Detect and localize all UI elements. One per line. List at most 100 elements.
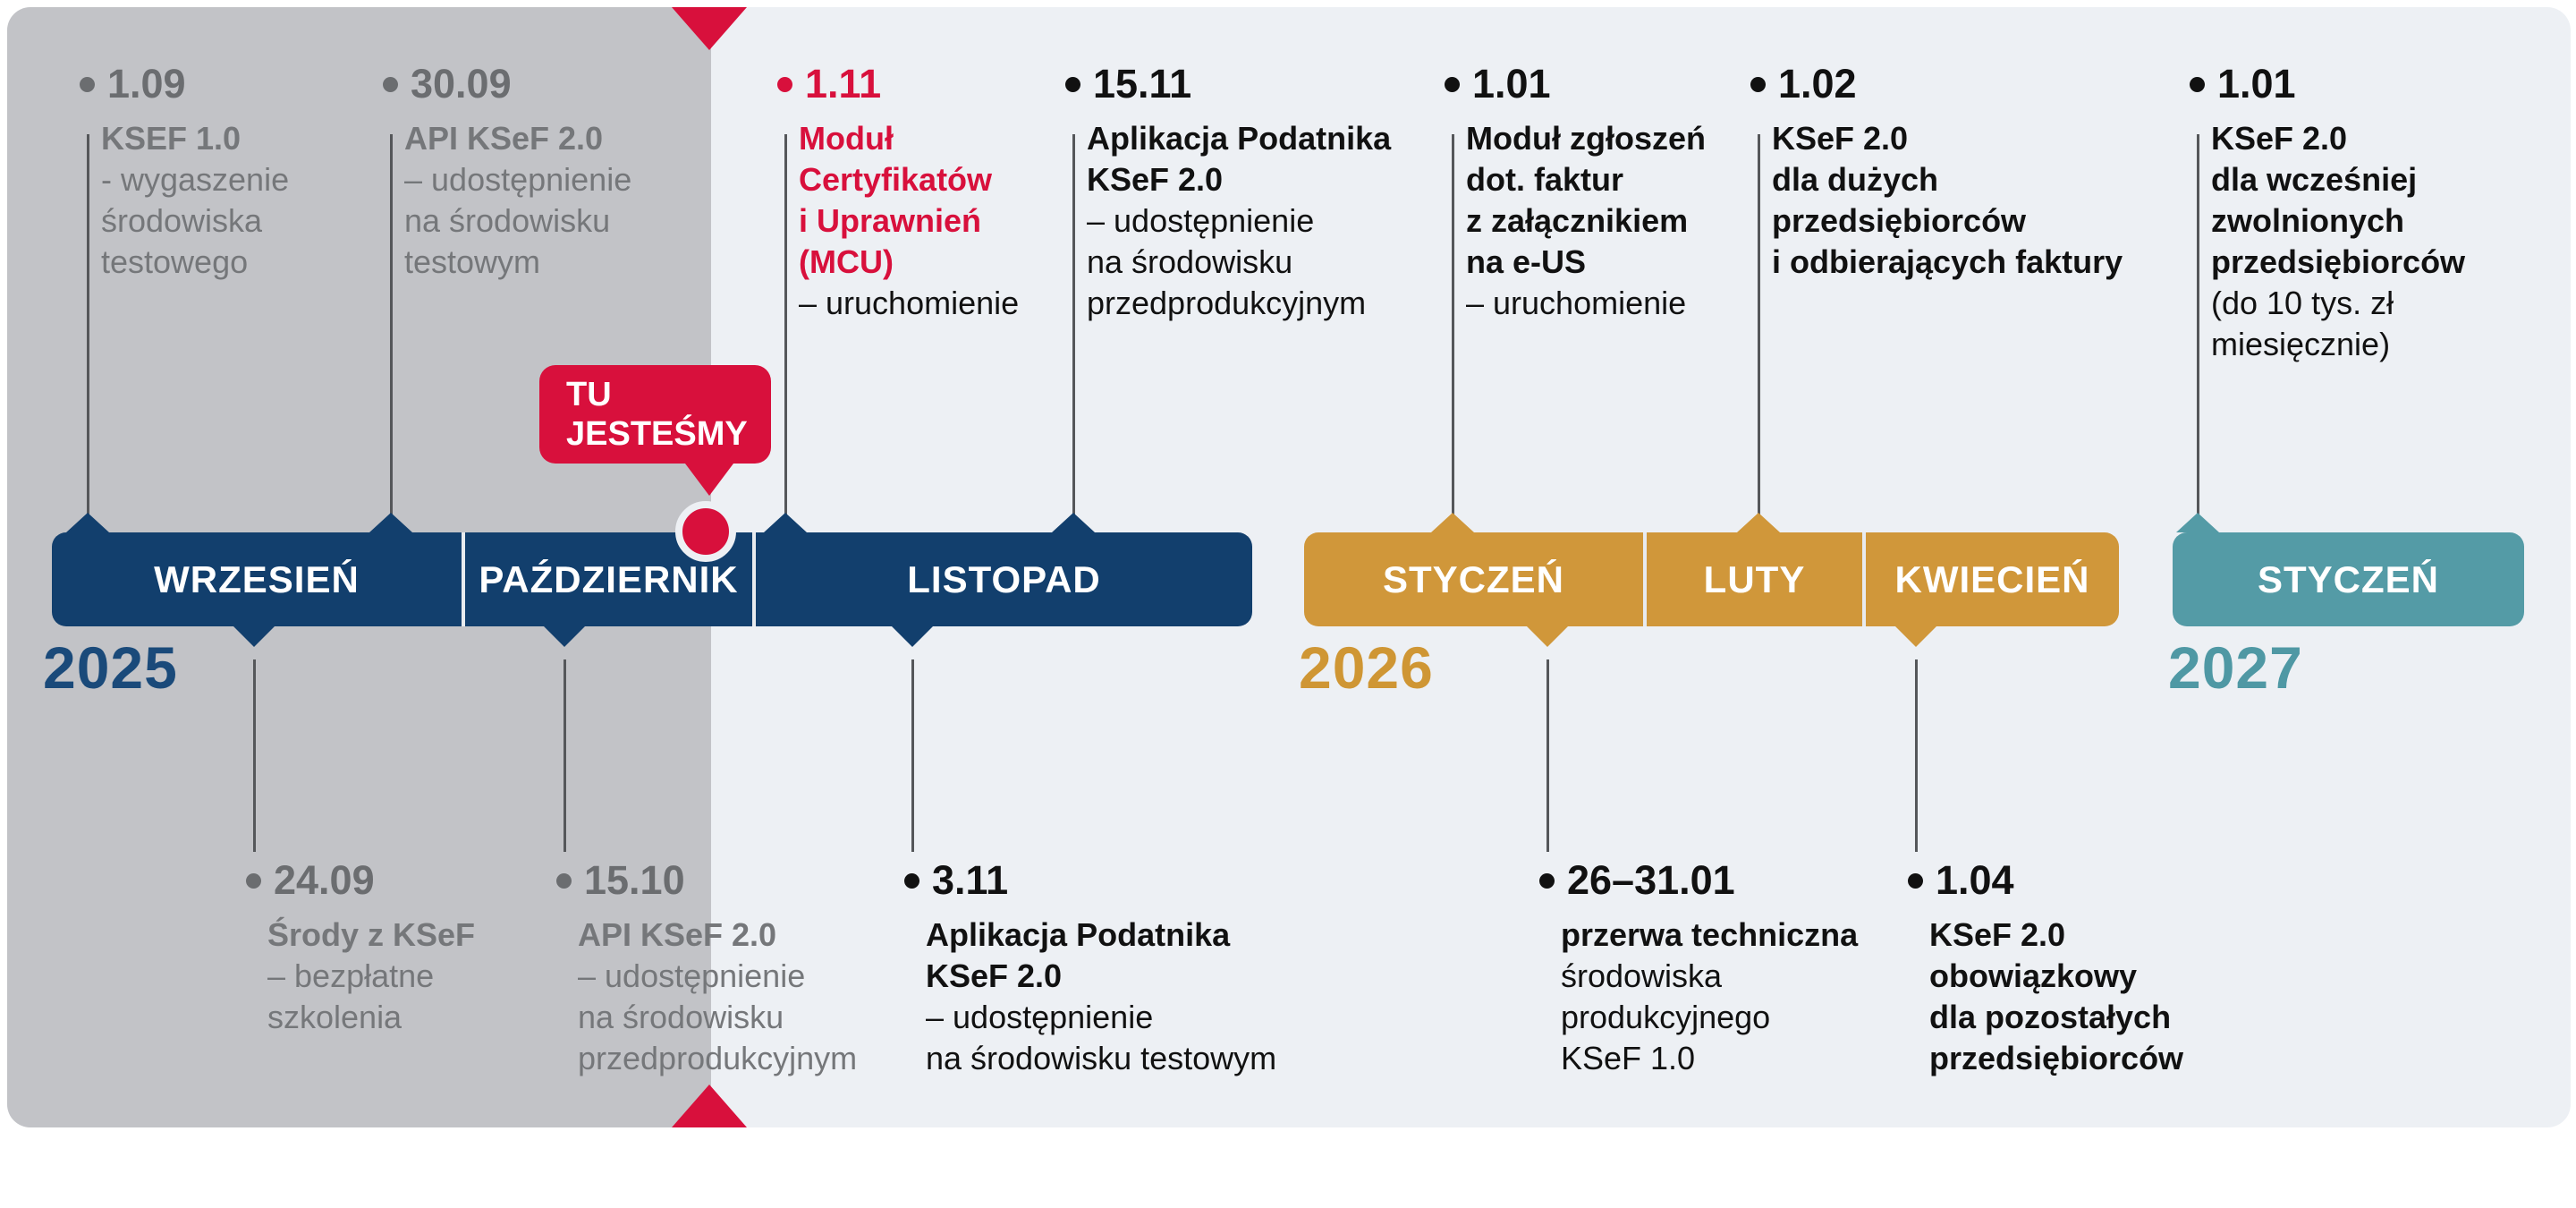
event-connector-line — [911, 659, 914, 852]
event-description-bold: API KSeF 2.0 — [578, 916, 777, 953]
event-description-bold: przerwa techniczna — [1561, 916, 1859, 953]
event-date-row: 26–31.01 — [1539, 857, 1858, 904]
bar-notch-up-icon — [764, 513, 807, 532]
bar-notch-up-icon — [2176, 513, 2219, 532]
event-description-bold: Aplikacja Podatnika KSeF 2.0 — [1087, 120, 1392, 198]
event-date-row: 1.09 — [80, 61, 289, 107]
event-description: KSeF 2.0 dla dużych przedsiębiorców i od… — [1772, 118, 2123, 283]
bar-notch-up-icon — [1431, 513, 1474, 532]
event-date: 1.09 — [107, 61, 186, 106]
you-are-here-badge-tail-icon — [682, 460, 736, 496]
event-top: 1.02 KSeF 2.0 dla dużych przedsiębiorców … — [1750, 61, 2123, 283]
event-description: KSEF 1.0 - wygaszenie środowiska testowe… — [101, 118, 289, 283]
event-description-rest: – uruchomienie — [799, 285, 1020, 321]
timeline-bar-navy: WRZESIEŃ PAŹDZIERNIK LISTOPAD — [52, 532, 1252, 626]
event-date-row: 30.09 — [383, 61, 631, 107]
event-bullet-icon — [1908, 872, 1923, 889]
event-date-row: 1.02 — [1750, 61, 2123, 107]
event-top: 1.01 Moduł zgłoszeń dot. faktur z załączn… — [1445, 61, 1706, 324]
event-date: 1.01 — [1472, 61, 1551, 106]
event-date: 15.10 — [584, 857, 685, 903]
event-bullet-icon — [1065, 76, 1080, 92]
event-top: 1.09 KSEF 1.0 - wygaszenie środowiska tes… — [80, 61, 289, 283]
you-are-here-badge: TU JESTEŚMY — [539, 365, 771, 464]
event-description-rest: – uruchomienie — [1466, 285, 1687, 321]
event-connector-line — [1546, 659, 1549, 852]
event-connector-line — [2197, 134, 2199, 515]
event-date: 15.11 — [1093, 61, 1192, 106]
event-bottom: 1.04 KSeF 2.0 obowiązkowy dla pozostałych… — [1908, 857, 2183, 1079]
event-description-rest: – udostępnienie na środowisku przedprodu… — [578, 957, 858, 1076]
bar-notch-up-icon — [1737, 513, 1780, 532]
event-date: 30.09 — [411, 61, 512, 106]
event-bullet-icon — [246, 872, 261, 889]
event-description: API KSeF 2.0 – udostępnienie na środowis… — [578, 915, 857, 1079]
event-description-rest: – bezpłatne szkolenia — [267, 957, 435, 1035]
now-boundary-top-triangle-icon — [672, 7, 747, 50]
event-description-bold: Aplikacja Podatnika KSeF 2.0 — [926, 916, 1231, 994]
bar-notch-down-icon — [543, 625, 586, 647]
event-connector-line — [564, 659, 566, 852]
event-date: 26–31.01 — [1567, 857, 1735, 903]
current-position-marker-icon — [675, 501, 736, 562]
bar-notch-down-icon — [891, 625, 934, 647]
bar-notch-down-icon — [1894, 625, 1937, 647]
event-bottom: 3.11 Aplikacja Podatnika KSeF 2.0 – udost… — [904, 857, 1276, 1079]
you-are-here-line2: JESTEŚMY — [566, 415, 748, 453]
event-date-row: 15.10 — [556, 857, 857, 904]
event-bottom: 15.10 API KSeF 2.0 – udostępnienie na śro… — [556, 857, 857, 1079]
event-description: Moduł Certyfikatów i Uprawnień (MCU) – u… — [799, 118, 1019, 324]
event-description: Aplikacja Podatnika KSeF 2.0 – udostępni… — [926, 915, 1276, 1079]
event-date-row: 1.04 — [1908, 857, 2183, 904]
month-segment: WRZESIEŃ — [154, 557, 360, 600]
event-date: 24.09 — [274, 857, 375, 903]
month-segment: LUTY — [1643, 532, 1862, 626]
event-top: 15.11 Aplikacja Podatnika KSeF 2.0 – udos… — [1065, 61, 1391, 324]
year-label: 2027 — [2168, 634, 2303, 701]
event-connector-line — [1452, 134, 1454, 515]
event-connector-line — [1758, 134, 1760, 515]
month-segment: STYCZEŃ — [2257, 557, 2439, 600]
event-description-rest: – udostępnienie na środowisku testowym — [926, 999, 1277, 1076]
bar-notch-up-icon — [66, 513, 109, 532]
event-connector-line — [1072, 134, 1075, 515]
event-bullet-icon — [1750, 76, 1766, 92]
event-description-bold: Środy z KSeF — [267, 916, 476, 953]
now-boundary-bottom-triangle-icon — [672, 1085, 747, 1127]
month-segment: KWIECIEŃ — [1862, 532, 2119, 626]
year-label: 2026 — [1299, 634, 1434, 701]
month-segment: STYCZEŃ — [1382, 557, 1564, 600]
event-top: 1.01 KSeF 2.0 dla wcześniej zwolnionych p… — [2190, 61, 2465, 365]
month-segment: PAŹDZIERNIK — [462, 532, 752, 626]
event-description-bold: KSEF 1.0 — [101, 120, 242, 157]
event-description-rest: (do 10 tys. zł miesięcznie) — [2211, 285, 2394, 362]
event-description-bold: KSeF 2.0 dla wcześniej zwolnionych przed… — [2211, 120, 2466, 280]
event-date-row: 1.01 — [1445, 61, 1706, 107]
event-date-row: 3.11 — [904, 857, 1276, 904]
you-are-here-line1: TU — [566, 376, 612, 413]
bar-notch-down-icon — [1526, 625, 1569, 647]
event-description: Moduł zgłoszeń dot. faktur z załącznikie… — [1466, 118, 1706, 324]
event-bullet-icon — [1445, 76, 1460, 92]
event-description: Aplikacja Podatnika KSeF 2.0 – udostępni… — [1087, 118, 1391, 324]
event-bottom: 26–31.01 przerwa techniczna środowiska pr… — [1539, 857, 1858, 1079]
month-segment: LISTOPAD — [752, 532, 1252, 626]
event-connector-line — [1915, 659, 1918, 852]
event-connector-line — [390, 134, 393, 515]
event-description: przerwa techniczna środowiska produkcyjn… — [1561, 915, 1858, 1079]
event-date-row: 1.11 — [777, 61, 1019, 107]
event-description: Środy z KSeF – bezpłatne szkolenia — [267, 915, 475, 1038]
event-top: 1.11 Moduł Certyfikatów i Uprawnień (MCU)… — [777, 61, 1019, 324]
event-top: 30.09 API KSeF 2.0 – udostępnienie na śro… — [383, 61, 631, 283]
event-date: 3.11 — [932, 857, 1009, 903]
event-description-rest: środowiska produkcyjnego KSeF 1.0 — [1561, 957, 1771, 1076]
event-bullet-icon — [383, 76, 398, 92]
event-bullet-icon — [80, 76, 95, 92]
event-date: 1.02 — [1778, 61, 1857, 106]
event-description: API KSeF 2.0 – udostępnienie na środowis… — [404, 118, 631, 283]
event-description-bold: API KSeF 2.0 — [404, 120, 604, 157]
bar-notch-down-icon — [233, 625, 275, 647]
event-description-bold: KSeF 2.0 obowiązkowy dla pozostałych prz… — [1929, 916, 2184, 1076]
event-description-rest: - wygaszenie środowiska testowego — [101, 161, 290, 280]
